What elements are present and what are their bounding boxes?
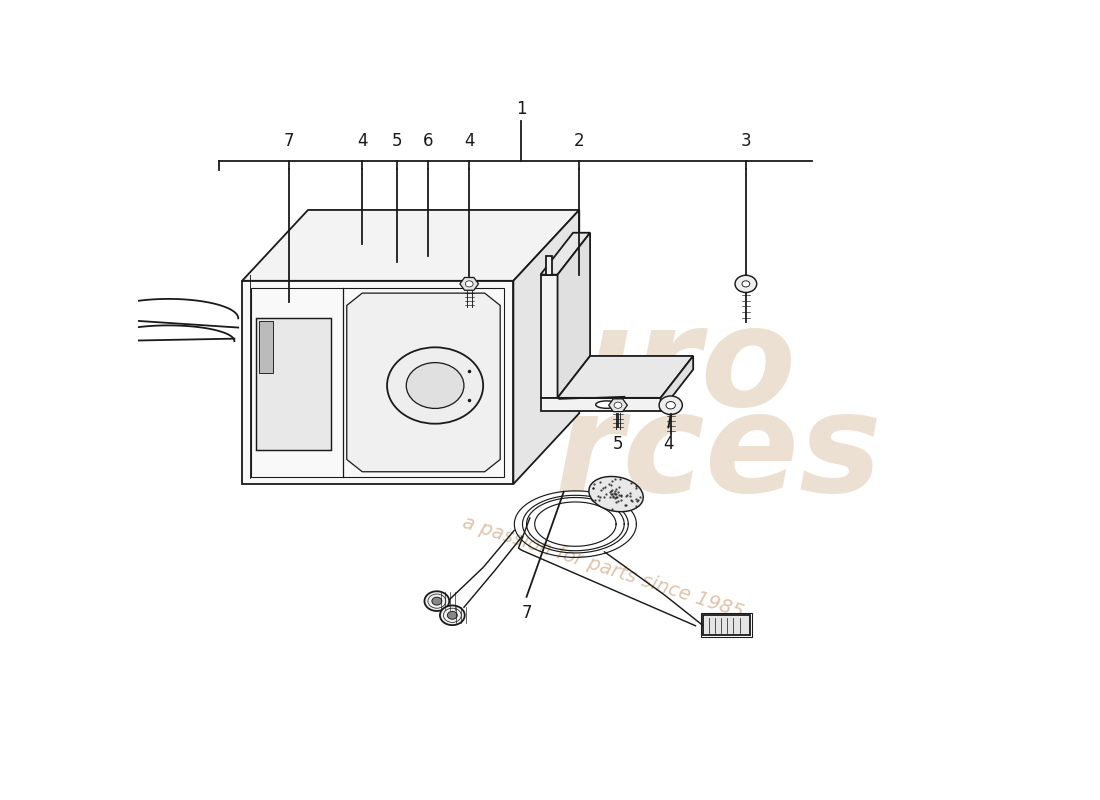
Circle shape	[67, 304, 80, 314]
Polygon shape	[540, 398, 661, 411]
Circle shape	[387, 347, 483, 424]
Text: 7: 7	[521, 604, 531, 622]
Polygon shape	[547, 256, 551, 274]
Text: 7: 7	[284, 131, 294, 150]
Text: a passion for parts since 1985: a passion for parts since 1985	[460, 513, 746, 622]
Circle shape	[72, 320, 82, 329]
Polygon shape	[514, 210, 580, 484]
Circle shape	[659, 396, 682, 414]
Text: 1: 1	[516, 99, 527, 118]
Polygon shape	[703, 615, 750, 635]
Circle shape	[742, 281, 750, 287]
Polygon shape	[558, 233, 590, 398]
Polygon shape	[540, 233, 590, 274]
Text: 5: 5	[392, 131, 403, 150]
Circle shape	[63, 314, 91, 335]
Text: euro: euro	[440, 299, 796, 434]
Polygon shape	[608, 399, 627, 412]
Circle shape	[735, 275, 757, 293]
Text: 3: 3	[740, 131, 751, 150]
Circle shape	[465, 281, 473, 287]
Text: 2: 2	[574, 131, 584, 150]
Circle shape	[406, 362, 464, 409]
Polygon shape	[242, 210, 580, 281]
Circle shape	[440, 606, 464, 625]
Text: 5: 5	[613, 435, 624, 453]
Polygon shape	[242, 281, 514, 484]
Polygon shape	[661, 356, 693, 411]
Text: 4: 4	[464, 131, 474, 150]
Circle shape	[614, 402, 622, 408]
Polygon shape	[558, 356, 693, 398]
Ellipse shape	[588, 477, 643, 512]
Circle shape	[425, 591, 449, 611]
Circle shape	[58, 297, 89, 322]
Circle shape	[666, 402, 675, 409]
Polygon shape	[260, 321, 273, 373]
Circle shape	[432, 597, 442, 605]
Polygon shape	[460, 278, 478, 290]
Polygon shape	[256, 318, 331, 450]
Text: rces: rces	[554, 386, 882, 521]
Text: 4: 4	[358, 131, 367, 150]
Ellipse shape	[596, 401, 617, 408]
Circle shape	[448, 611, 458, 619]
Polygon shape	[540, 274, 558, 398]
Polygon shape	[346, 293, 500, 472]
Text: 6: 6	[422, 131, 433, 150]
Text: 4: 4	[663, 435, 673, 453]
